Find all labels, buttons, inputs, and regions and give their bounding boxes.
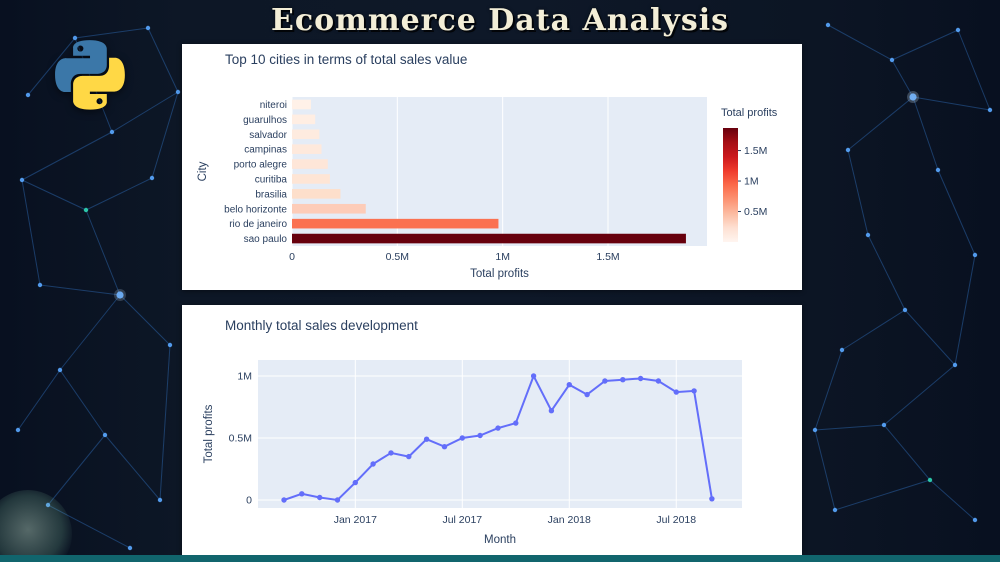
svg-text:belo horizonte: belo horizonte xyxy=(224,204,287,215)
svg-text:0.5M: 0.5M xyxy=(229,433,252,445)
bar-chart-card: Top 10 cities in terms of total sales va… xyxy=(182,44,802,290)
svg-text:salvador: salvador xyxy=(249,130,287,141)
line-chart-title: Monthly total sales development xyxy=(225,318,418,333)
point-Jul-2018 xyxy=(673,389,679,395)
svg-text:niteroi: niteroi xyxy=(260,100,287,111)
city-labels: niteroi guarulhos salvador campinas porto al… xyxy=(224,100,287,245)
point-Feb-2017 xyxy=(370,461,376,467)
point-Dec-2017 xyxy=(548,408,555,414)
point-Jan-2017 xyxy=(352,479,358,486)
point-Apr-2018 xyxy=(620,377,626,383)
svg-text:campinas: campinas xyxy=(244,145,287,156)
bars xyxy=(292,99,686,244)
bar-chart: 0 0.5M 1M 1.5M niteroi guarulhos salvador campi… xyxy=(197,97,778,280)
bar-campinas xyxy=(292,144,322,154)
colorbar-title: Total profits xyxy=(721,107,778,119)
svg-text:brasilia: brasilia xyxy=(255,189,287,200)
svg-text:0.5M: 0.5M xyxy=(386,251,409,263)
point-Jan-2018 xyxy=(566,382,572,388)
svg-text:1.5M: 1.5M xyxy=(596,251,619,263)
point-Sep-2018 xyxy=(709,496,715,502)
bar-rio-de-janeiro xyxy=(292,218,499,229)
svg-text:0: 0 xyxy=(289,251,295,263)
bar-niteroi xyxy=(292,99,311,110)
point-Jun-2017 xyxy=(441,444,448,450)
svg-text:Jul 2018: Jul 2018 xyxy=(656,514,696,526)
line-chart: 0 0.5M 1M Jan 2017 Jul 2017 Jan 2018 Jul 2018 M… xyxy=(203,360,742,546)
bar-belo-horizonte xyxy=(292,203,366,214)
bar-x-axis-title: Total profits xyxy=(470,268,529,280)
point-Nov-2016 xyxy=(317,494,323,501)
point-Mar-2018 xyxy=(602,378,608,384)
page-title: Ecommerce Data Analysis xyxy=(270,3,730,38)
point-Apr-2017 xyxy=(406,453,412,460)
svg-text:0: 0 xyxy=(246,495,252,507)
sales-line-markers xyxy=(281,373,715,503)
python-logo-icon xyxy=(55,40,125,110)
svg-text:Jan 2018: Jan 2018 xyxy=(548,514,591,526)
bottom-accent-bar xyxy=(0,555,1000,562)
point-Jul-2017 xyxy=(459,435,465,441)
line-x-axis-title: Month xyxy=(484,534,516,546)
bar-guarulhos xyxy=(292,114,316,125)
line-plot-area xyxy=(258,360,742,508)
point-Jun-2018 xyxy=(655,378,662,384)
line-chart-card: Monthly total sales development 0 0.5M 1M J… xyxy=(182,305,802,555)
network-dots xyxy=(15,22,993,551)
point-Oct-2017 xyxy=(513,420,519,426)
bar-chart-title: Top 10 cities in terms of total sales va… xyxy=(225,52,468,67)
line-y-axis-title: Total profits xyxy=(203,404,215,463)
svg-text:1M: 1M xyxy=(237,371,252,383)
point-Sep-2017 xyxy=(495,425,501,431)
point-Aug-2017 xyxy=(477,432,483,439)
svg-text:curitiba: curitiba xyxy=(255,174,288,185)
point-Oct-2016 xyxy=(299,491,305,497)
svg-text:Jan 2017: Jan 2017 xyxy=(334,514,377,526)
bar-curitiba xyxy=(292,174,330,184)
svg-text:1M: 1M xyxy=(744,176,759,188)
svg-text:0.5M: 0.5M xyxy=(744,206,767,218)
svg-text:Jul 2017: Jul 2017 xyxy=(442,514,482,526)
point-May-2018 xyxy=(637,375,644,382)
svg-text:1M: 1M xyxy=(495,251,510,263)
point-Dec-2016 xyxy=(334,497,341,503)
colorbar: Total profits 1.5M 1M 0.5M xyxy=(721,107,778,242)
bar-y-axis-title: City xyxy=(197,161,209,181)
svg-text:rio de janeiro: rio de janeiro xyxy=(229,219,287,230)
point-Aug-2018 xyxy=(691,388,697,394)
svg-text:porto alegre: porto alegre xyxy=(234,160,288,171)
point-Feb-2018 xyxy=(584,391,590,398)
point-May-2017 xyxy=(423,436,430,442)
svg-text:guarulhos: guarulhos xyxy=(243,115,287,126)
network-lines xyxy=(17,24,991,549)
line-grid: 0 0.5M 1M Jan 2017 Jul 2017 Jan 2018 Jul 2018 xyxy=(229,360,742,526)
bar-porto-alegre xyxy=(292,159,328,169)
svg-text:1.5M: 1.5M xyxy=(744,145,767,157)
svg-text:sao paulo: sao paulo xyxy=(244,234,288,245)
bar-brasilia xyxy=(292,189,341,199)
point-Nov-2017 xyxy=(530,373,537,379)
point-Mar-2017 xyxy=(388,450,394,456)
bar-sao-paulo xyxy=(292,233,686,244)
point-Sep-2016 xyxy=(281,497,287,503)
bar-salvador xyxy=(292,129,320,140)
